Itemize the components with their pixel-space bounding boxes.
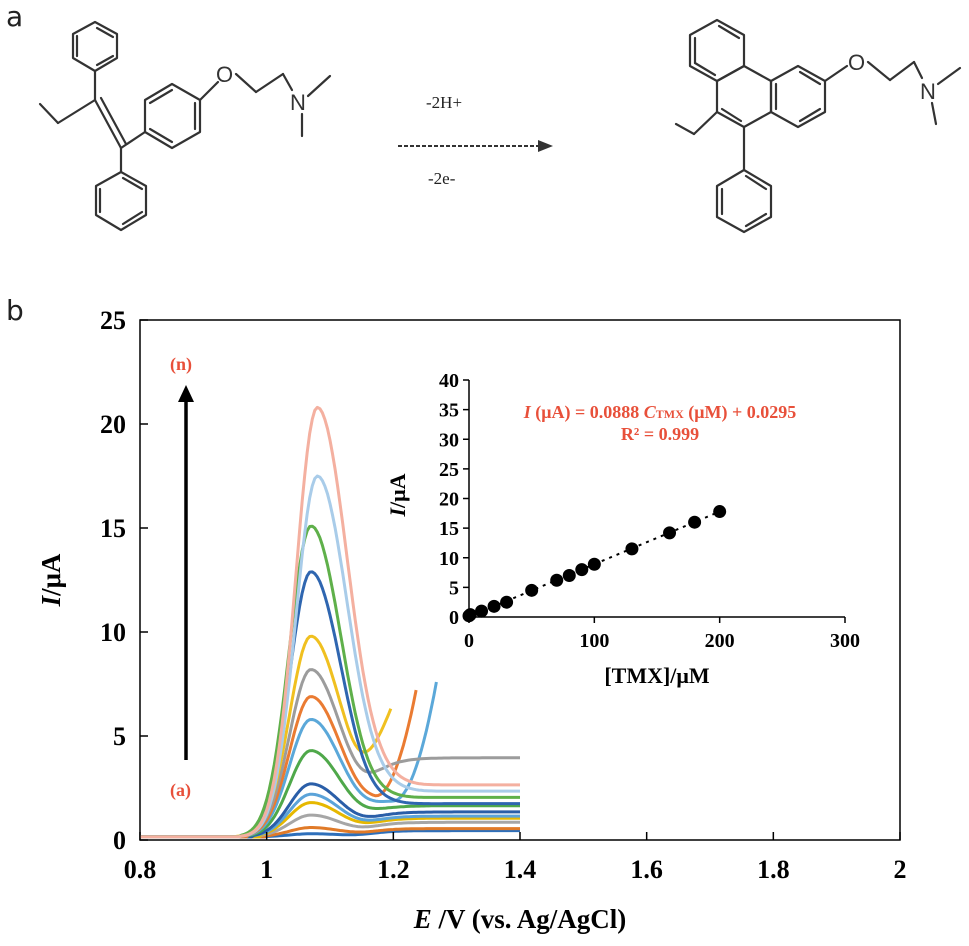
data-point — [550, 573, 564, 587]
data-point — [525, 583, 539, 597]
main-x-tick-label: 1.8 — [757, 855, 790, 884]
inset-x-axis-label: [TMX]/μM — [604, 663, 710, 688]
main-x-axis-label: E /V (vs. Ag/AgCl) — [413, 904, 627, 934]
inset-x-tick-label: 300 — [830, 630, 860, 652]
reaction-above-label: -2H+ — [426, 93, 462, 112]
data-point — [587, 557, 601, 571]
inset-y-tick-label: 25 — [439, 459, 459, 481]
fit-equation: I (μA) = 0.0888 CTMX (μM) + 0.0295 — [523, 402, 796, 423]
nitrogen-atom-left: N — [290, 90, 306, 115]
inset-chart: 0 100 200 300 0 5 10 15 20 25 30 35 40 I (μA) = 0.0… — [385, 370, 860, 688]
voltammogram-curve — [140, 474, 520, 839]
inset-y-tick-label: 40 — [439, 370, 459, 392]
data-point — [562, 569, 576, 583]
main-y-tick-label: 0 — [113, 826, 126, 855]
panel-b-label: b — [6, 294, 24, 327]
tamoxifen-structure: O N — [38, 20, 332, 232]
data-point — [500, 595, 514, 609]
main-x-tick-label: 1.4 — [504, 855, 537, 884]
inset-y-tick-label: 10 — [439, 548, 459, 570]
reaction-scheme: O N -2H+ -2e- — [38, 18, 962, 234]
annotation-a: (a) — [170, 780, 191, 801]
main-y-tick-label: 20 — [100, 410, 126, 439]
inset-fit-line — [468, 510, 721, 618]
data-point — [463, 608, 477, 622]
data-point — [475, 604, 489, 618]
data-point — [688, 515, 702, 529]
inset-y-tick-label: 5 — [449, 577, 459, 599]
increase-arrowhead — [178, 385, 194, 402]
inset-y-tick-label: 20 — [439, 489, 459, 511]
inset-y-tick-label: 30 — [439, 429, 459, 451]
main-x-tick-label: 1.2 — [377, 855, 410, 884]
voltammogram-curve — [140, 405, 520, 839]
inset-points — [462, 505, 727, 623]
main-y-tick-label: 5 — [113, 722, 126, 751]
inset-x-tick-label: 100 — [579, 630, 609, 652]
data-point — [575, 563, 589, 577]
main-x-ticks: 0.8 1 1.2 1.4 1.6 1.8 2 — [124, 832, 907, 884]
reaction-arrow: -2H+ -2e- — [398, 93, 553, 188]
data-point — [663, 526, 677, 540]
main-x-tick-label: 0.8 — [124, 855, 157, 884]
inset-y-tick-label: 35 — [439, 400, 459, 422]
main-x-tick-label: 1.6 — [630, 855, 663, 884]
panel-a-label: a — [6, 0, 23, 33]
main-x-tick-label: 1 — [260, 855, 273, 884]
main-y-tick-label: 25 — [100, 306, 126, 335]
inset-x-ticks: 0 100 200 300 — [464, 617, 860, 652]
data-point — [625, 542, 639, 556]
main-y-tick-label: 10 — [100, 618, 126, 647]
inset-y-ticks: 0 5 10 15 20 25 30 35 40 — [439, 370, 469, 629]
main-chart: 0.8 1 1.2 1.4 1.6 1.8 2 0 5 10 15 20 25 (n) (a) E /… — [36, 306, 907, 934]
fit-r-squared: R² = 0.999 — [621, 424, 699, 444]
main-y-tick-label: 15 — [100, 514, 126, 543]
main-y-ticks: 0 5 10 15 20 25 — [100, 306, 148, 855]
inset-y-axis-label: I/μA — [385, 473, 410, 517]
inset-y-tick-label: 0 — [449, 607, 459, 629]
annotation-n: (n) — [170, 354, 192, 375]
oxygen-atom-right: O — [848, 50, 865, 75]
reaction-below-label: -2e- — [428, 169, 456, 188]
nitrogen-atom-right: N — [920, 79, 936, 104]
main-curves — [140, 405, 520, 839]
oxygen-atom-left: O — [216, 62, 233, 87]
data-point — [487, 599, 501, 613]
inset-y-tick-label: 15 — [439, 518, 459, 540]
inset-x-tick-label: 200 — [705, 630, 735, 652]
product-structure: O N — [674, 18, 962, 234]
fit-line — [468, 510, 721, 618]
data-point — [713, 505, 727, 519]
inset-x-tick-label: 0 — [464, 630, 474, 652]
main-x-tick-label: 2 — [894, 855, 907, 884]
main-y-axis-label: I/μA — [36, 553, 66, 607]
